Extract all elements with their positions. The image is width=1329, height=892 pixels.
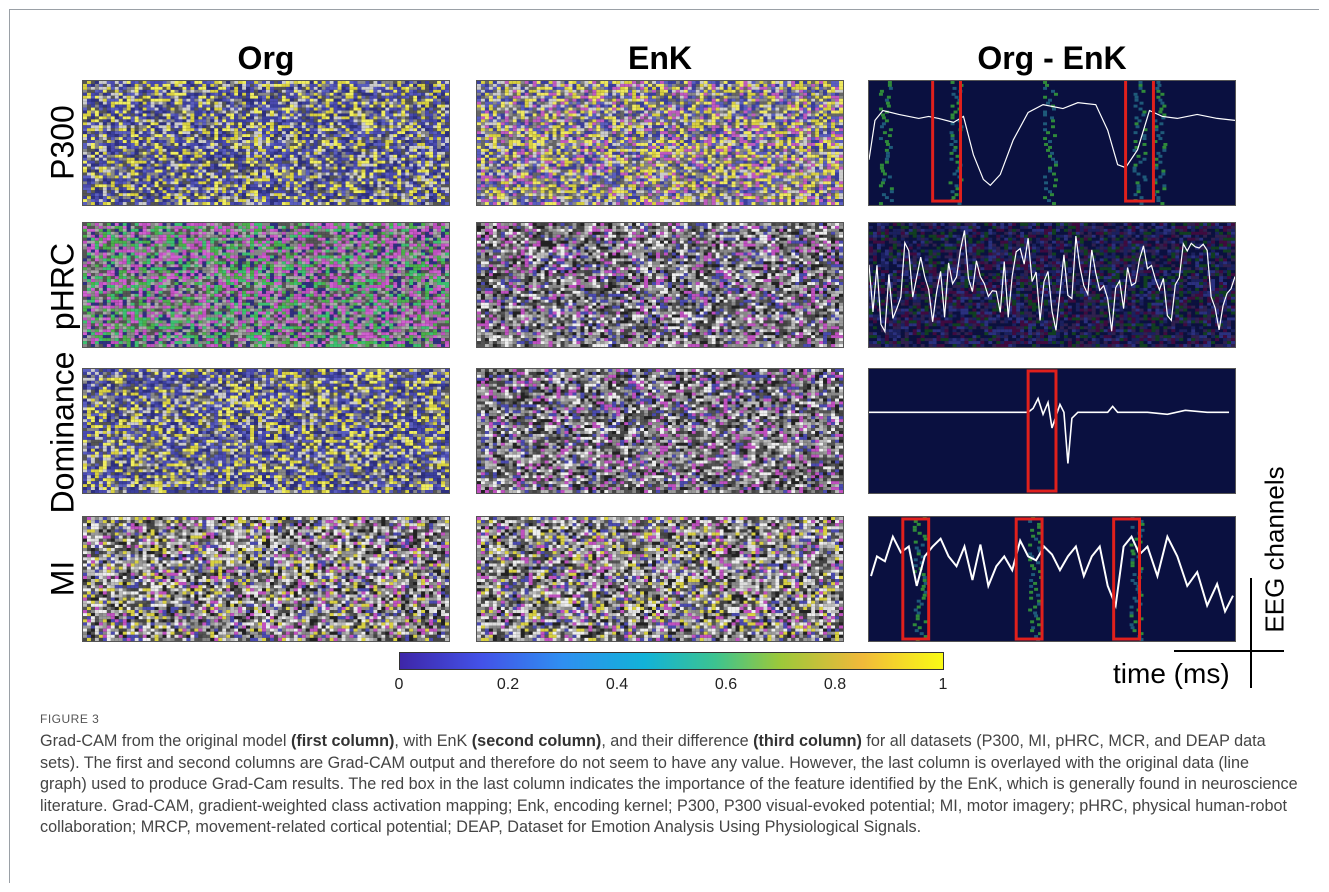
heatmap-mi-org [82,516,450,642]
noise-svg [83,369,449,493]
colorbar-tick: 0.6 [715,676,737,694]
caption-text: for all datasets (P300, MI, pHRC, MCR, a… [40,732,1298,836]
heatmap-p300-enk [476,80,844,206]
colorbar-tick: 1 [939,676,948,694]
column-title-enk: EnK [476,40,844,77]
colorbar-tick: 0 [395,676,404,694]
heatmap-dominance-diff [868,368,1236,494]
heatmap-dominance-enk [476,368,844,494]
figure-label: FIGURE 3 [40,712,99,726]
column-title-diff: Org - EnK [868,40,1236,77]
heatmap-p300-org [82,80,450,206]
noise-svg [83,223,449,347]
caption-bold: (first column) [291,732,394,750]
colorbar [399,652,944,670]
noise-svg [83,81,449,205]
heatmap-phrc-enk [476,222,844,348]
diff-svg-mi [869,517,1235,641]
heatmap-p300-diff [868,80,1236,206]
heatmap-mi-diff [868,516,1236,642]
heatmap-dominance-org [82,368,450,494]
caption-bold: (second column) [472,732,602,750]
heatmap-mi-enk [476,516,844,642]
diff-svg-dominance [869,369,1235,493]
colorbar-tick: 0.2 [497,676,519,694]
caption-bold: (third column) [753,732,862,750]
noise-svg [83,517,449,641]
diff-svg-p300 [869,81,1235,205]
channel-axis-label: EEG channels [1260,445,1291,655]
heatmap-phrc-org [82,222,450,348]
colorbar-tick: 0.4 [606,676,628,694]
noise-svg [477,81,843,205]
caption-text: Grad-CAM from the original model [40,732,291,750]
channel-axis-line [1250,578,1252,688]
noise-svg [477,223,843,347]
time-axis-line [1174,650,1284,652]
colorbar-tick: 0.8 [824,676,846,694]
row-label-mi: MI [45,479,82,679]
time-axis-label: time (ms) [1113,658,1230,690]
diff-svg-phrc [869,223,1235,347]
noise-svg [477,517,843,641]
heatmap-phrc-diff [868,222,1236,348]
figure-frame [9,9,1319,883]
column-title-org: Org [82,40,450,77]
noise-svg [477,369,843,493]
figure-caption: Grad-CAM from the original model (first … [40,731,1300,839]
caption-text: , with EnK [394,732,471,750]
caption-text: , and their difference [601,732,753,750]
